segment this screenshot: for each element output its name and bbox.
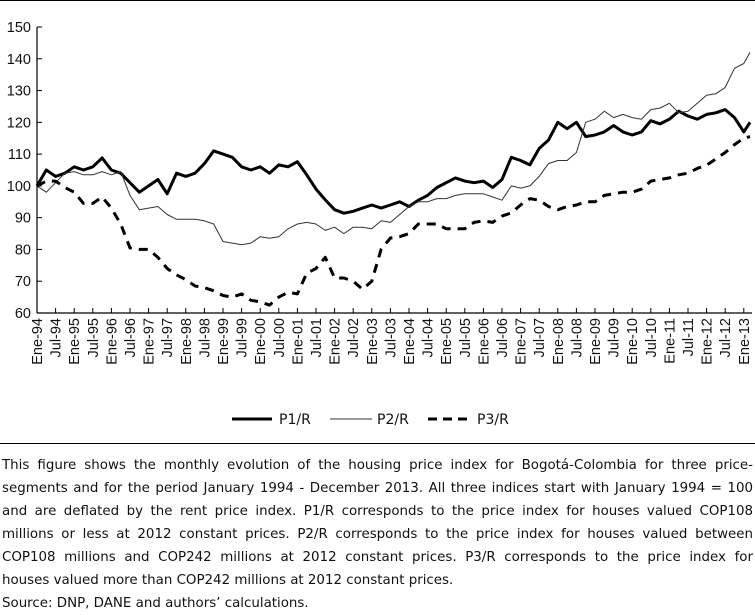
x-tick-label: Jul-07 xyxy=(532,318,548,358)
x-tick-label: Ene-08 xyxy=(551,318,567,365)
x-tick-label: Ene-07 xyxy=(514,318,530,365)
x-tick-label: Jul-09 xyxy=(607,318,623,358)
series-line-p2-r xyxy=(36,52,751,246)
y-tick-label: 60 xyxy=(15,306,31,322)
x-tick-label: Jul-99 xyxy=(235,318,251,358)
x-tick-label: Ene-96 xyxy=(104,318,120,365)
legend-label-p2: P2/R xyxy=(377,412,409,428)
legend: P1/R P2/R P3/R xyxy=(232,412,509,428)
x-tick-label: Ene-00 xyxy=(253,318,269,365)
x-tick-label: Ene-95 xyxy=(67,318,83,365)
y-tick-label: 120 xyxy=(7,115,31,131)
caption-line: COP108 millions and COP242 millions at 2… xyxy=(2,550,753,565)
y-tick-label: 80 xyxy=(15,242,31,258)
caption-line: and are deflated by the rent price index… xyxy=(2,504,753,519)
x-tick-label: Ene-03 xyxy=(365,318,381,365)
series-group xyxy=(35,52,752,307)
x-tick-label: Ene-12 xyxy=(700,318,716,365)
y-tick-label: 150 xyxy=(7,20,31,36)
x-tick-label: Ene-97 xyxy=(142,318,158,365)
y-tick-label: 70 xyxy=(15,274,31,290)
legend-label-p3: P3/R xyxy=(477,412,509,428)
x-tick-label: Jul-08 xyxy=(569,318,585,358)
figure-caption: This figure shows the monthly evolution … xyxy=(2,454,753,615)
x-tick-label: Jul-05 xyxy=(458,318,474,358)
x-tick-label: Ene-13 xyxy=(737,318,753,365)
y-tick-label: 140 xyxy=(7,52,31,68)
x-tick-label: Ene-94 xyxy=(30,318,46,365)
caption-line: millions or less at 2012 constant prices… xyxy=(2,527,753,542)
x-tick-label: Jul-00 xyxy=(272,318,288,358)
x-tick-label: Jul-04 xyxy=(421,318,437,358)
caption-source: Source: DNP, DANE and authors’ calculati… xyxy=(2,596,309,611)
series-line-p3-r xyxy=(36,135,751,307)
x-tick-label: Ene-04 xyxy=(402,318,418,365)
y-tick-label: 100 xyxy=(7,179,31,195)
y-axis: 60 70 80 90 100 110 120 130 140 150 xyxy=(7,20,42,322)
x-tick-label: Jul-12 xyxy=(718,318,734,358)
x-tick-label: Ene-02 xyxy=(328,318,344,365)
caption-line: This figure shows the monthly evolution … xyxy=(2,458,753,473)
x-tick-label: Ene-05 xyxy=(439,318,455,365)
x-tick-label: Ene-98 xyxy=(179,318,195,365)
x-tick-label: Jul-98 xyxy=(197,318,213,358)
x-tick-label: Jul-97 xyxy=(160,318,176,358)
x-tick-label: Jul-06 xyxy=(495,318,511,358)
x-tick-label: Jul-95 xyxy=(86,318,102,358)
series-line-p1-r xyxy=(35,108,752,215)
x-tick-label: Ene-06 xyxy=(476,318,492,365)
top-rule xyxy=(0,0,755,1)
caption-line: houses valued more than COP242 millions … xyxy=(2,573,454,588)
x-axis: Ene-94 Jul-94 Ene-95 Jul-95 Ene-96 Jul-96 Ene-… xyxy=(30,308,753,365)
x-tick-label: Ene-10 xyxy=(625,318,641,365)
y-tick-label: 90 xyxy=(15,211,31,227)
x-tick-label: Ene-11 xyxy=(662,318,678,364)
x-tick-label: Jul-94 xyxy=(49,318,65,358)
x-tick-label: Jul-11 xyxy=(681,318,697,356)
caption-line: segments and for the period January 1994… xyxy=(2,481,753,496)
y-tick-label: 110 xyxy=(8,147,31,163)
y-tick-label: 130 xyxy=(7,84,31,100)
x-tick-label: Jul-02 xyxy=(346,318,362,358)
caption-divider xyxy=(0,443,755,444)
x-tick-label: Jul-01 xyxy=(309,318,325,358)
x-tick-label: Jul-10 xyxy=(644,318,660,358)
x-tick-label: Ene-99 xyxy=(216,318,232,365)
legend-label-p1: P1/R xyxy=(279,412,311,428)
x-tick-label: Jul-96 xyxy=(123,318,139,358)
x-tick-label: Jul-03 xyxy=(383,318,399,358)
x-tick-label: Ene-01 xyxy=(290,318,306,365)
x-tick-label: Ene-09 xyxy=(588,318,604,365)
